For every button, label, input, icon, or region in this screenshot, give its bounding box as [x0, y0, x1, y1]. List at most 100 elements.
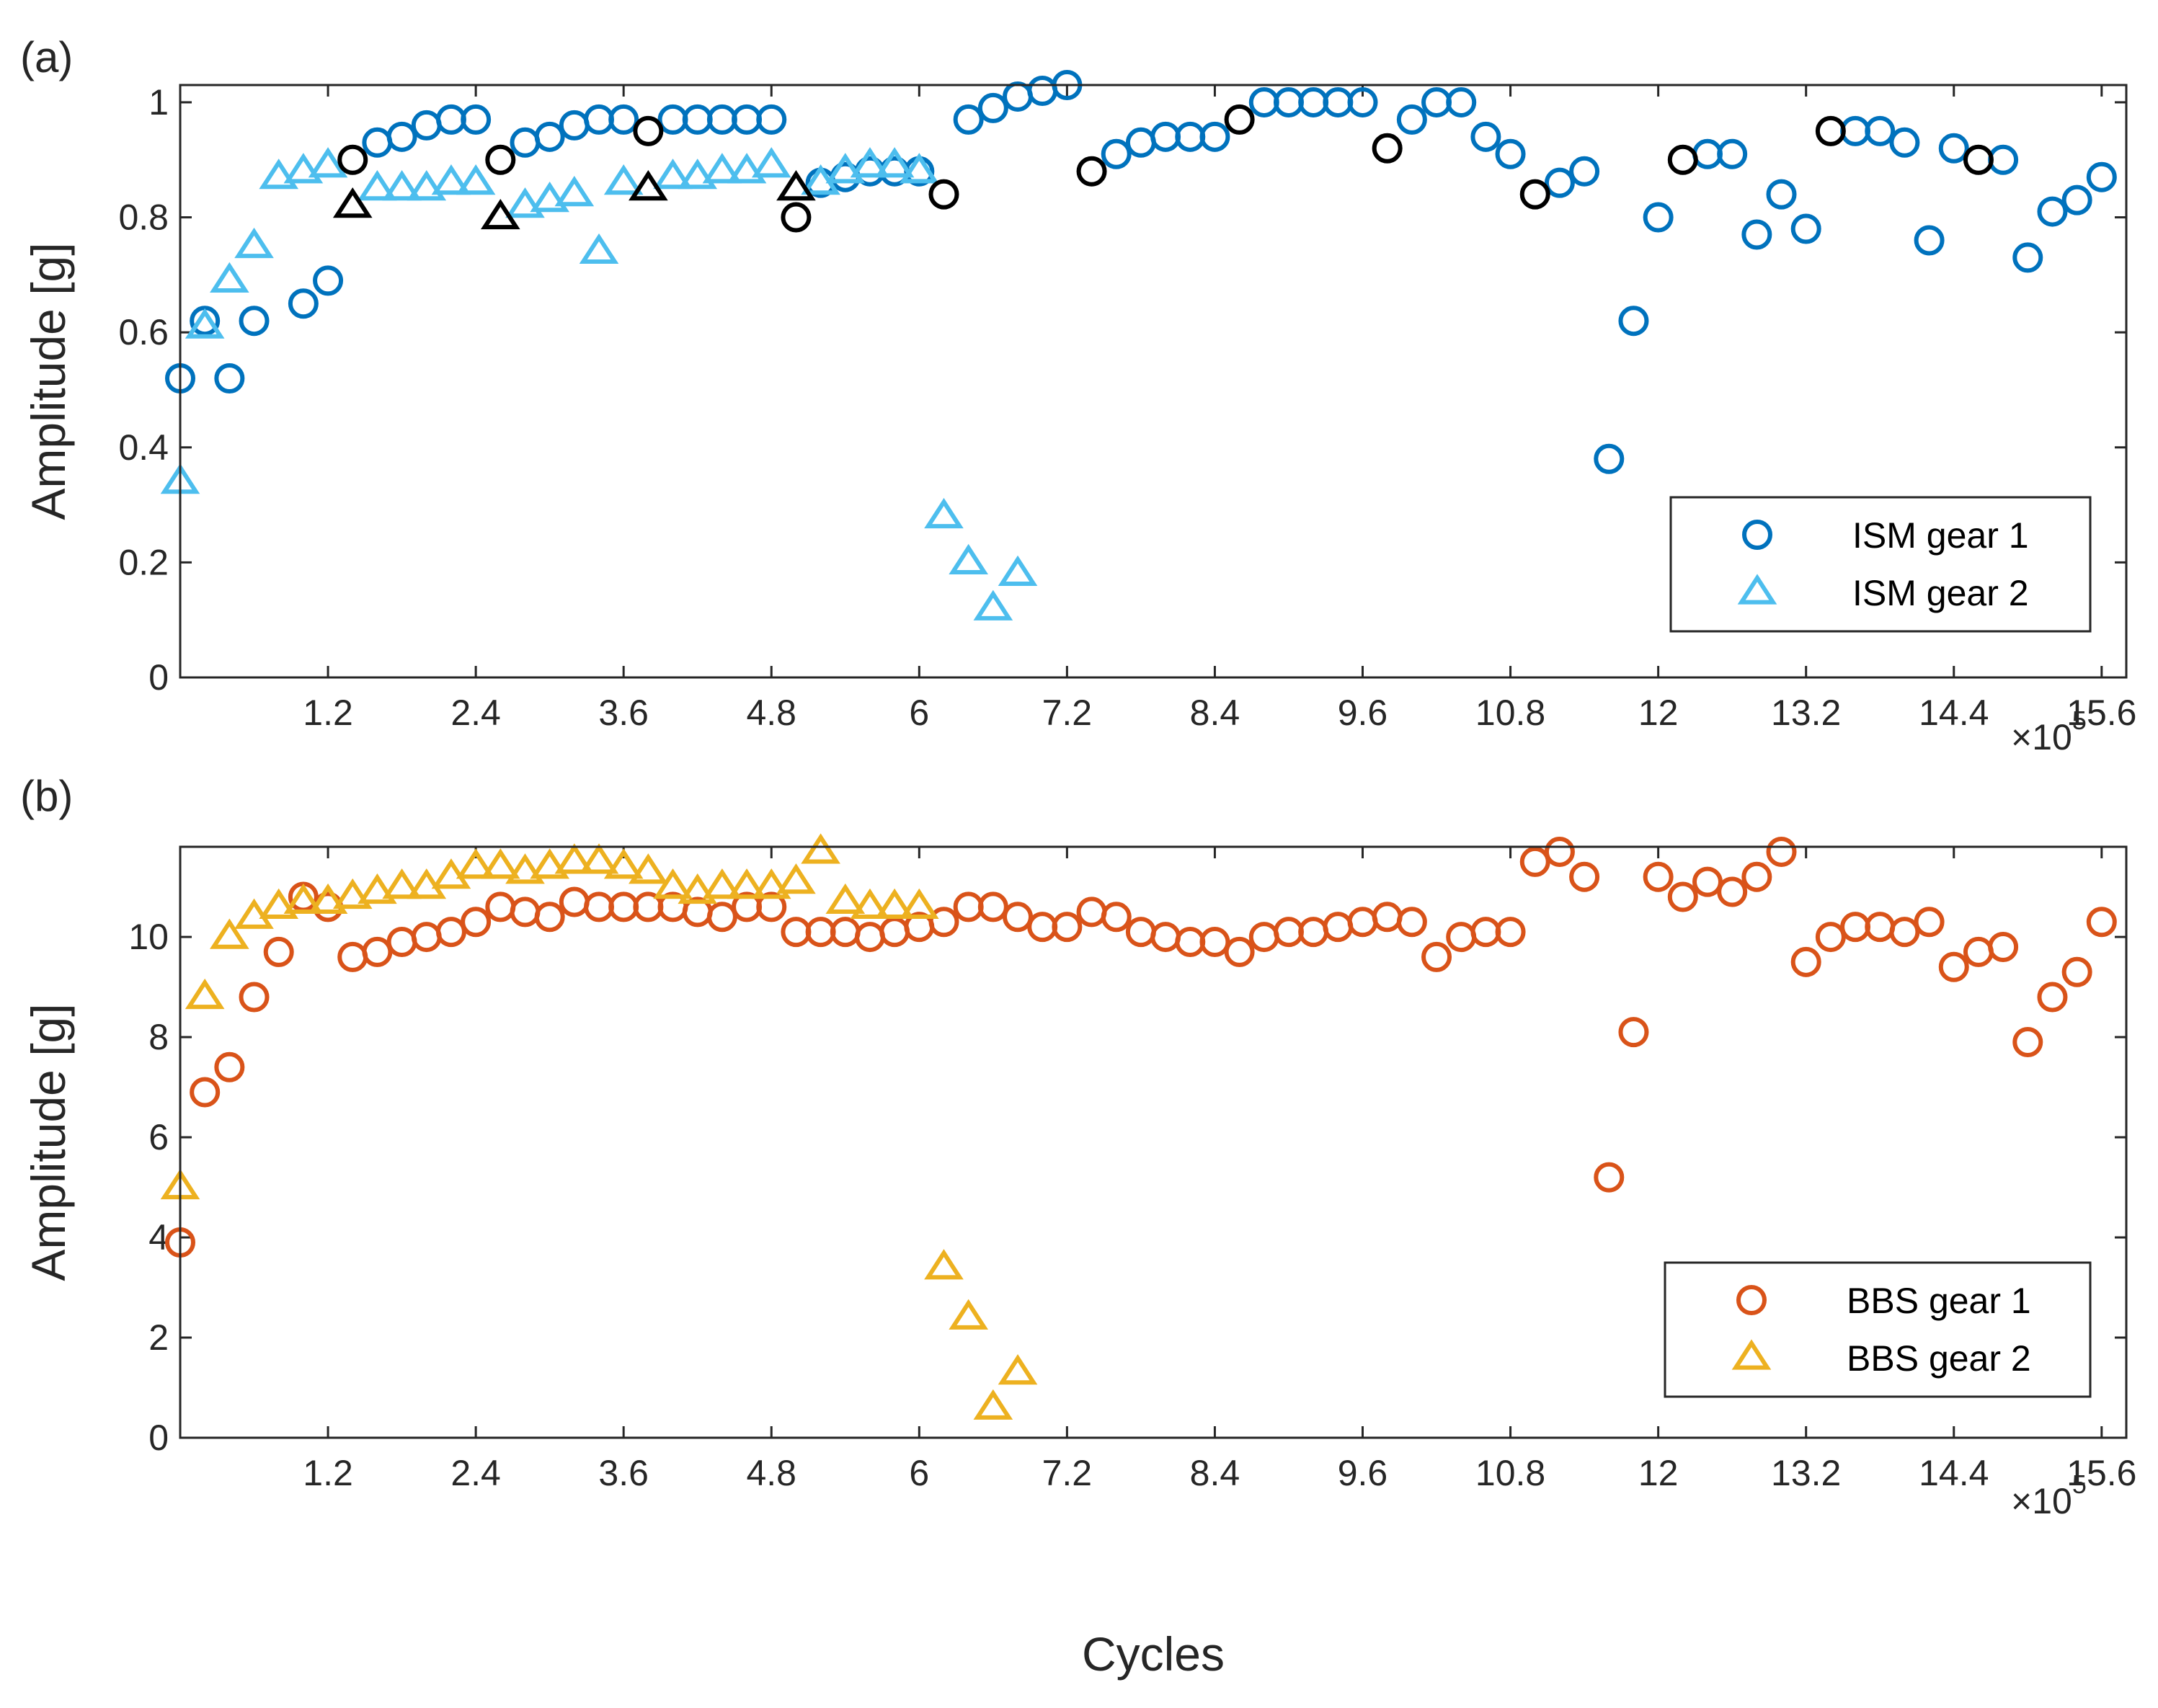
y-tick-label: 6 [148, 1117, 169, 1157]
data-point-ism-gear-1 [1790, 213, 1821, 244]
data-point-bbs-gear-1 [1594, 1162, 1625, 1193]
data-point-ism-gear-1-marked [1667, 144, 1698, 175]
x-tick-label: 2.4 [450, 693, 501, 733]
data-point-ism-gear-1 [1766, 179, 1797, 210]
y-tick-label: 0.2 [118, 542, 169, 582]
x-tick-label: 12 [1638, 693, 1679, 733]
data-point-bbs-gear-2 [308, 883, 348, 915]
x-axis-multiplier: ×105 [2011, 706, 2087, 757]
panel-b: 1.2 2.4 3.6 4.8 6 7.2 8.4 9.6 10.8 12 13.2 14.4 15.6… [20, 772, 2136, 1681]
x-multiplier-base: ×10 [2011, 1481, 2072, 1521]
data-point-bbs-gear-2 [702, 868, 742, 899]
data-point-bbs-gear-1 [190, 1077, 221, 1108]
data-point-ism-gear-2 [431, 164, 471, 195]
data-point-bbs-gear-2 [210, 918, 249, 949]
data-point-bbs-gear-1 [1766, 836, 1797, 867]
data-point-ism-gear-2 [234, 227, 274, 259]
data-point-bbs-gear-1 [1421, 941, 1452, 972]
data-point-bbs-gear-1 [1692, 866, 1723, 897]
data-point-ism-gear-1 [214, 363, 245, 394]
data-point-ism-gear-1 [288, 288, 319, 319]
data-point-bbs-gear-2 [825, 883, 866, 915]
legend-item-bbs-gear-1: BBS gear 1 [1736, 1281, 2031, 1321]
data-point-bbs-gear-1 [2086, 907, 2117, 938]
data-point-bbs-gear-2 [900, 888, 939, 919]
data-point-ism-gear-1 [1101, 138, 1132, 169]
x-tick-label: 9.6 [1338, 1453, 1388, 1493]
data-point-bbs-gear-1 [1914, 907, 1945, 938]
data-point-ism-gear-1 [756, 104, 787, 135]
data-point-ism-gear-1 [313, 265, 344, 296]
data-point-ism-gear-2 [259, 159, 299, 190]
x-tick-label: 14.4 [1919, 693, 1989, 733]
data-point-bbs-gear-2 [456, 848, 496, 879]
y-tick-label: 0 [148, 657, 169, 698]
axes-box [179, 84, 2128, 679]
data-point-ism-gear-1-marked [1224, 104, 1255, 135]
data-point-bbs-gear-1 [1396, 907, 1427, 938]
axes-box [179, 845, 2128, 1439]
legend: ISM gear 1 ISM gear 2 [1669, 496, 2092, 633]
data-point-ism-gear-1 [1495, 138, 1526, 169]
data-point-ism-gear-2 [382, 170, 422, 201]
data-point-bbs-gear-1 [1938, 951, 1969, 982]
y-tick-label: 10 [128, 917, 169, 957]
x-tick-label: 14.4 [1919, 1453, 1989, 1493]
data-point-ism-gear-1 [2037, 196, 2068, 227]
data-point-bbs-gear-2 [924, 1249, 964, 1280]
data-point-bbs-gear-1 [435, 917, 466, 948]
x-tick-label: 15.6 [2066, 693, 2136, 733]
legend-item-ism-gear-1: ISM gear 1 [1742, 515, 2029, 556]
x-tick-label: 6 [909, 1453, 929, 1493]
data-point-bbs-gear-1 [1988, 931, 2019, 962]
data-point-bbs-gear-2 [554, 843, 595, 874]
x-tick-label: 6 [909, 693, 929, 733]
data-point-ism-gear-2-marked [629, 170, 668, 201]
data-point-ism-gear-2 [850, 147, 890, 178]
data-point-ism-gear-1 [1396, 104, 1427, 135]
data-point-ism-gear-1 [1643, 202, 1674, 233]
series-ism-gear-1-marked [337, 104, 1994, 233]
legend-box [1669, 496, 2092, 633]
data-point-bbs-gear-1 [1544, 836, 1575, 867]
x-tick-label: 7.2 [1042, 693, 1093, 733]
legend-label: BBS gear 2 [1847, 1338, 2031, 1379]
data-point-bbs-gear-1 [263, 936, 294, 967]
x-multiplier-base: ×10 [2011, 717, 2072, 757]
data-point-ism-gear-1 [1741, 219, 1772, 250]
x-axis-multiplier: ×105 [2011, 1469, 2087, 1521]
data-point-ism-gear-2 [554, 176, 595, 207]
data-point-ism-gear-1 [977, 92, 1008, 123]
legend-marker-ism-gear-1 [1742, 520, 1772, 550]
data-point-ism-gear-1 [1865, 115, 1896, 146]
data-point-bbs-gear-1 [214, 1051, 245, 1082]
x-tick-label: 12 [1638, 1453, 1679, 1493]
x-tick-label: 4.8 [746, 1453, 796, 1493]
data-point-bbs-gear-2 [332, 878, 373, 909]
x-tick-label: 10.8 [1475, 1453, 1545, 1493]
data-point-ism-gear-1 [1347, 86, 1378, 117]
data-point-bbs-gear-1 [1790, 946, 1821, 977]
data-point-ism-gear-2 [579, 233, 619, 264]
data-point-bbs-gear-1 [1224, 936, 1255, 967]
data-point-bbs-gear-1 [1741, 861, 1772, 892]
data-point-bbs-gear-2 [998, 1354, 1038, 1385]
data-point-bbs-gear-1 [1569, 861, 1600, 892]
legend: BBS gear 1 BBS gear 2 [1664, 1261, 2092, 1398]
x-tick-label: 3.6 [598, 1453, 649, 1493]
data-point-bbs-gear-2 [505, 853, 545, 884]
legend-marker-bbs-gear-1 [1736, 1285, 1767, 1315]
data-point-bbs-gear-2 [751, 868, 791, 899]
x-tick-label: 9.6 [1338, 693, 1388, 733]
data-point-bbs-gear-1 [706, 902, 737, 933]
data-point-ism-gear-1 [2061, 184, 2092, 215]
y-tick-label: 1 [148, 82, 169, 123]
data-point-bbs-gear-2 [629, 853, 668, 884]
data-point-ism-gear-1 [2086, 161, 2117, 192]
series-ism-gear-2 [160, 147, 1038, 621]
data-point-ism-gear-2 [678, 159, 718, 190]
data-point-bbs-gear-1 [1667, 881, 1698, 912]
y-tick-label: 0 [148, 1418, 169, 1458]
series-ism-gear-2-marked [332, 170, 816, 230]
data-point-bbs-gear-2 [949, 1299, 988, 1330]
